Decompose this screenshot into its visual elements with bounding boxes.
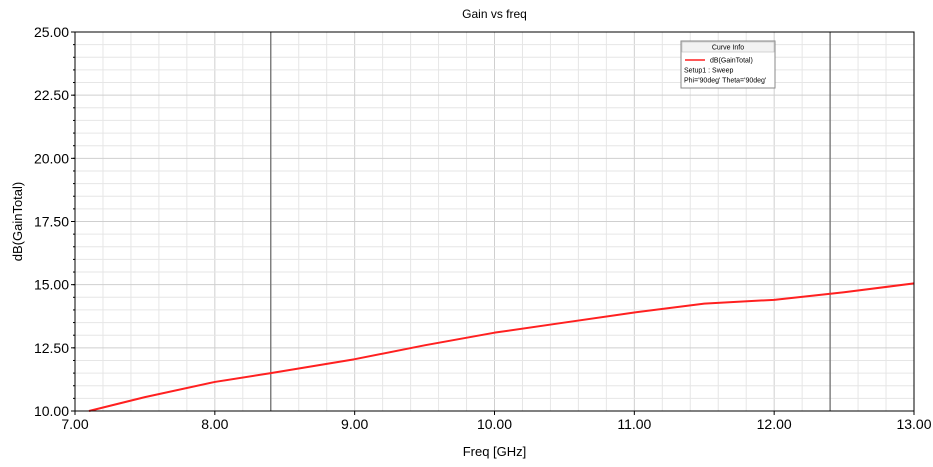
legend-entry-setup: Setup1 : Sweep — [684, 68, 734, 75]
x-tick-label: 7.00 — [61, 416, 88, 432]
x-tick-label: 8.00 — [201, 416, 228, 432]
y-tick-label: 10.00 — [34, 403, 69, 419]
plot-frame — [74, 31, 915, 412]
y-tick-label: 20.00 — [34, 150, 69, 166]
legend-box[interactable]: Curve Info dB(GainTotal) Setup1 : Sweep … — [680, 40, 776, 89]
y-tick-label: 22.50 — [34, 87, 69, 103]
legend-title: Curve Info — [712, 45, 744, 52]
series-line-gain-total — [88, 282, 915, 412]
x-tick-label: 10.00 — [477, 416, 512, 432]
legend-entry-label: dB(GainTotal) — [710, 58, 753, 65]
y-tick-label: 25.00 — [34, 24, 69, 40]
y-axis-label: dB(GainTotal) — [10, 182, 25, 261]
legend-title-bar — [681, 41, 775, 53]
x-tick-label: 9.00 — [341, 416, 368, 432]
x-axis-label: Freq [GHz] — [463, 444, 527, 459]
x-tick-label: 11.00 — [617, 416, 651, 432]
y-tick-label: 15.00 — [34, 277, 69, 293]
y-tick-label: 12.50 — [34, 340, 69, 356]
chart-title: Gain vs freq — [462, 7, 527, 21]
x-tick-label: 12.00 — [757, 416, 792, 432]
x-tick-label: 13.00 — [896, 416, 931, 432]
legend-entry-params: Phi='90deg' Theta='90deg' — [684, 78, 766, 85]
y-tick-label: 17.50 — [34, 214, 69, 230]
